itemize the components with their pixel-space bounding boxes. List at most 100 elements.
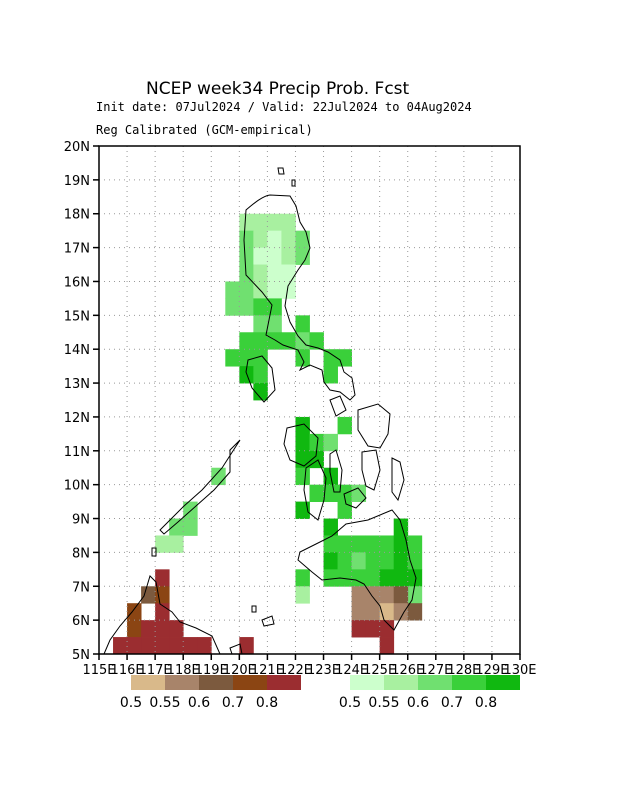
coastline-panay bbox=[283, 423, 319, 467]
coastline-outlines bbox=[103, 167, 417, 655]
latitude-tick-label: 9N bbox=[72, 513, 90, 528]
wet-probability-cell bbox=[253, 264, 268, 282]
wet-probability-cell bbox=[309, 433, 324, 452]
wet-probability-cell bbox=[281, 230, 296, 248]
dry-probability-cell bbox=[239, 637, 254, 655]
dry-probability-cell bbox=[365, 620, 381, 638]
dry-probability-cell bbox=[365, 586, 381, 604]
latitude-axis-labels: 5N 6N 7N 8N 9N 10N 11N 12N 13N 14N 15N 16N 17N 18N 19N… bbox=[64, 140, 99, 663]
dry-probability-cell bbox=[379, 620, 395, 638]
legend-dry-probability: 0.5 0.55 0.6 0.7 0.8 bbox=[120, 675, 301, 711]
longitude-tick-label: 122E bbox=[279, 663, 312, 678]
latitude-tick-label: 14N bbox=[64, 343, 90, 358]
wet-probability-cell bbox=[239, 230, 254, 248]
map-title: NCEP week34 Precip Prob. Fcst bbox=[146, 79, 410, 99]
latitude-tick-label: 7N bbox=[72, 580, 90, 595]
latitude-tick-label: 12N bbox=[64, 411, 90, 426]
coastline-masbate bbox=[329, 395, 347, 417]
wet-probability-cell bbox=[407, 586, 423, 604]
wet-probability-cell bbox=[295, 569, 310, 587]
wet-probability-cell bbox=[393, 518, 409, 536]
wet-probability-cell bbox=[323, 484, 338, 502]
wet-probability-cell bbox=[281, 264, 296, 282]
wet-legend-swatch bbox=[384, 675, 418, 690]
wet-probability-cell bbox=[267, 247, 282, 265]
dry-probability-cell bbox=[127, 603, 142, 621]
dry-legend-swatch bbox=[165, 675, 199, 690]
wet-probability-cell bbox=[253, 332, 268, 350]
wet-probability-cell bbox=[323, 349, 338, 367]
dry-probability-cell bbox=[351, 620, 367, 638]
wet-probability-cell bbox=[267, 332, 282, 350]
wet-probability-cell bbox=[295, 586, 310, 604]
dry-probability-cell bbox=[141, 620, 156, 638]
wet-probability-cell bbox=[295, 467, 310, 486]
wet-probability-cell bbox=[365, 535, 381, 553]
dry-probability-cell bbox=[379, 586, 395, 604]
wet-probability-cell bbox=[337, 416, 352, 435]
dry-probability-cell bbox=[351, 586, 367, 604]
coastline-palawan bbox=[159, 439, 241, 535]
coastline-cebu bbox=[329, 449, 343, 493]
dry-legend-swatch bbox=[233, 675, 267, 690]
coastline-mindanao bbox=[297, 509, 417, 631]
latitude-tick-label: 11N bbox=[64, 445, 90, 460]
latitude-tick-label: 15N bbox=[64, 309, 90, 324]
longitude-axis-labels: 115E116E117E118E119E120E121E122E123E124E… bbox=[82, 654, 537, 678]
wet-probability-cell bbox=[379, 552, 395, 570]
coastline-batanes bbox=[291, 179, 296, 187]
longitude-tick-label: 121E bbox=[251, 663, 284, 678]
dry-probability-cell bbox=[407, 603, 423, 621]
wet-probability-cell bbox=[337, 501, 352, 519]
dry-probability-cell bbox=[183, 637, 198, 655]
dry-probability-cell bbox=[127, 620, 142, 638]
latitude-tick-label: 6N bbox=[72, 614, 90, 629]
wet-legend-label: 0.8 bbox=[475, 695, 497, 711]
wet-legend-label: 0.7 bbox=[441, 695, 463, 711]
latitude-tick-label: 5N bbox=[72, 648, 90, 663]
longitude-tick-label: 123E bbox=[307, 663, 340, 678]
wet-probability-cell bbox=[225, 281, 240, 299]
wet-legend-label: 0.6 bbox=[407, 695, 429, 711]
wet-probability-cell bbox=[267, 230, 282, 248]
dry-legend-label: 0.6 bbox=[188, 695, 210, 711]
wet-probability-cell bbox=[169, 535, 184, 553]
dry-probability-cell bbox=[155, 620, 170, 638]
wet-probability-cell bbox=[393, 552, 409, 570]
longitude-tick-label: 118E bbox=[167, 663, 200, 678]
wet-probability-cell bbox=[407, 535, 423, 553]
longitude-tick-label: 126E bbox=[391, 663, 424, 678]
latitude-tick-label: 20N bbox=[64, 140, 90, 155]
wet-probability-cell bbox=[309, 332, 324, 350]
wet-probability-cell bbox=[295, 416, 310, 435]
latitude-tick-label: 19N bbox=[64, 174, 90, 189]
dry-probability-cell bbox=[169, 637, 184, 655]
wet-probability-cell bbox=[323, 535, 338, 553]
wet-probability-cell bbox=[351, 484, 367, 502]
subtitle-dates: Init date: 07Jul2024 / Valid: 22Jul2024 … bbox=[96, 100, 472, 114]
longitude-tick-label: 120E bbox=[223, 663, 256, 678]
dry-probability-cell bbox=[379, 637, 395, 655]
longitude-tick-label: 127E bbox=[419, 663, 452, 678]
probability-cells bbox=[113, 213, 423, 655]
wet-probability-cell bbox=[323, 366, 338, 384]
wet-probability-cell bbox=[295, 349, 310, 367]
longitude-tick-label: 125E bbox=[363, 663, 396, 678]
wet-probability-cell bbox=[253, 230, 268, 248]
longitude-tick-label: 130E bbox=[503, 663, 536, 678]
wet-probability-cell bbox=[239, 349, 254, 367]
wet-probability-cell bbox=[393, 569, 409, 587]
dry-probability-cell bbox=[197, 637, 212, 655]
coastline-mindoro bbox=[245, 355, 276, 403]
wet-probability-cell bbox=[169, 518, 184, 536]
wet-probability-cell bbox=[281, 281, 296, 299]
wet-legend-swatch bbox=[350, 675, 384, 690]
wet-probability-cell bbox=[281, 247, 296, 265]
latitude-tick-label: 10N bbox=[64, 479, 90, 494]
wet-probability-cell bbox=[225, 349, 240, 367]
wet-probability-cell bbox=[239, 264, 254, 282]
subtitle-method: Reg Calibrated (GCM-empirical) bbox=[96, 123, 313, 137]
longitude-tick-label: 115E bbox=[82, 663, 115, 678]
wet-probability-cell bbox=[379, 535, 395, 553]
